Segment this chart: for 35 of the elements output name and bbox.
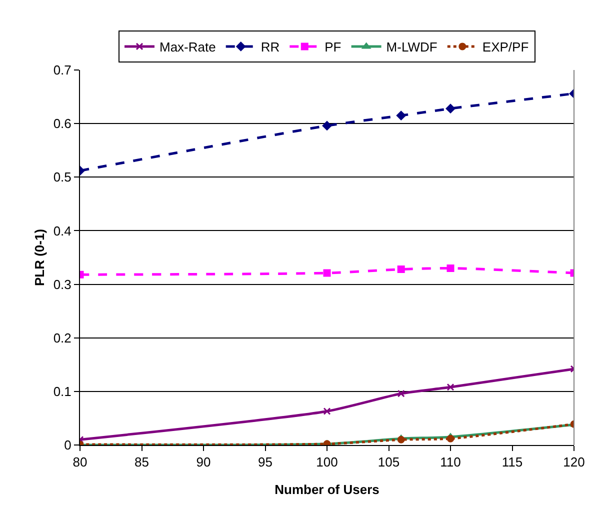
y-tick-label: 0.1 (53, 384, 72, 399)
x-tick-label: 105 (378, 454, 400, 470)
x-tick-label: 110 (440, 454, 461, 470)
point (446, 104, 456, 114)
y-tick-label: 0.5 (53, 170, 72, 185)
x-tick-label: 115 (502, 454, 523, 470)
y-tick-label: 0.7 (53, 62, 72, 78)
y-tick-label: 0.4 (53, 223, 72, 238)
legend-label: M-LWDF (386, 40, 438, 55)
y-tick-label: 0.2 (53, 330, 72, 346)
point (446, 264, 454, 272)
legend-label: PF (324, 40, 342, 55)
legend-label: Max-Rate (160, 40, 216, 55)
x-axis-title: Number of Users (274, 482, 380, 497)
x-tick-label: 95 (258, 454, 272, 470)
point (322, 121, 332, 130)
x-tick-label: 80 (72, 454, 88, 470)
legend-label: EXP/PF (482, 40, 529, 55)
point (323, 269, 331, 277)
legend-label: RR (260, 40, 280, 55)
y-axis-title: PLR (0-1) (32, 228, 47, 286)
point (397, 266, 405, 274)
x-tick-label: 85 (134, 454, 149, 470)
y-tick-label: 0 (64, 438, 72, 453)
y-tick-label: 0.3 (53, 276, 72, 292)
x-tick-label: 90 (196, 454, 211, 470)
point (446, 383, 454, 391)
x-tick-label: 100 (316, 454, 338, 470)
x-tick-label: 120 (563, 454, 585, 470)
point (446, 434, 454, 442)
y-tick-label: 0.6 (53, 116, 72, 132)
point (396, 110, 406, 120)
point (323, 408, 331, 415)
point (397, 390, 405, 398)
point (397, 436, 405, 444)
